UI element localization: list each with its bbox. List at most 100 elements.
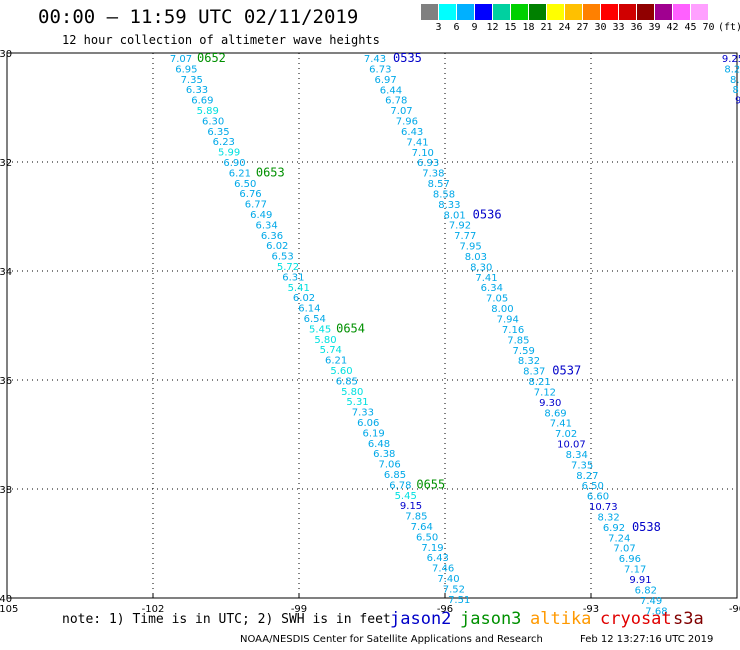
wave-height-value: 7.07 — [170, 54, 192, 65]
legend-swatch — [637, 4, 654, 20]
track-time-label: 0536 — [473, 207, 502, 221]
legend-label: 24 — [558, 22, 571, 33]
wave-height-value: 10.07 — [557, 440, 586, 451]
wave-height-value: 7.95 — [459, 242, 481, 253]
legend-swatch — [565, 4, 582, 20]
wave-height-value: 6.21 — [325, 356, 347, 367]
wave-height-value: 7.02 — [555, 429, 577, 440]
wave-height-value: 8.32 — [598, 512, 620, 523]
wave-height-value: 7.12 — [534, 387, 556, 398]
wave-height-value: 8.33 — [438, 200, 460, 211]
wave-height-value: 7.68 — [645, 606, 667, 617]
latitude-label: -40 — [0, 594, 12, 605]
wave-height-value: 5.60 — [330, 366, 352, 377]
wave-height-value: 8.01 — [444, 210, 466, 221]
wave-height-value: 9.15 — [400, 501, 422, 512]
wave-height-value: 6.82 — [635, 585, 657, 596]
legend-label: 21 — [540, 22, 553, 33]
wave-height-value: 6.38 — [373, 449, 395, 460]
wave-height-value: 7.05 — [486, 294, 508, 305]
wave-height-value: 5.45 — [309, 324, 331, 335]
wave-height-value: 6.53 — [272, 252, 294, 263]
wave-height-value: 7.06 — [379, 460, 401, 471]
track-time-label: 0653 — [256, 165, 285, 179]
wave-height-value: 6.78 — [385, 96, 407, 107]
legend-swatch — [691, 4, 708, 20]
wave-height-value: 7.16 — [502, 325, 524, 336]
wave-height-value: 8.30 — [470, 262, 492, 273]
legend-swatch — [619, 4, 636, 20]
longitude-label: -93 — [583, 604, 599, 615]
legend-swatch — [547, 4, 564, 20]
wave-height-value: 7.24 — [608, 533, 630, 544]
wave-height-value: 6.50 — [582, 481, 604, 492]
wave-height-value: 7.41 — [406, 137, 428, 148]
legend-swatch — [673, 4, 690, 20]
wave-height-value: 7.43 — [364, 54, 386, 65]
wave-height-value: 5.72 — [277, 262, 299, 273]
legend-label: 15 — [504, 22, 517, 33]
legend-label: 39 — [648, 22, 661, 33]
latitude-label: -38 — [0, 485, 12, 496]
wave-height-value: 6.85 — [384, 470, 406, 481]
legend-label: 27 — [576, 22, 589, 33]
wave-height-value: 6.54 — [304, 314, 326, 325]
wave-height-value: 8.03 — [465, 252, 487, 263]
satellite-jason3-label: jason3 — [460, 609, 522, 629]
wave-height-value: 7.10 — [412, 148, 434, 159]
wave-height-value: 6.78 — [389, 480, 411, 491]
wave-height-value: 8.27 — [576, 471, 598, 482]
wave-height-value: 6.95 — [175, 64, 197, 75]
wave-height-value: 8.26 — [724, 64, 740, 75]
wave-height-value: 8.58 — [433, 189, 455, 200]
wave-height-value: 6.50 — [234, 179, 256, 190]
wave-height-value: 6.43 — [427, 553, 449, 564]
wave-height-value: 6.60 — [587, 492, 609, 503]
wave-height-value: 8.37 — [523, 367, 545, 378]
wave-height-value: 6.14 — [298, 304, 320, 315]
wave-height-value: 7.49 — [640, 596, 662, 607]
wave-height-value: 5.99 — [218, 148, 240, 159]
track-time-label: 0535 — [393, 51, 422, 65]
wave-height-value: 5.45 — [395, 491, 417, 502]
legend-swatch — [601, 4, 618, 20]
map-frame — [6, 52, 738, 599]
latitude-label: -34 — [0, 267, 12, 278]
wave-height-value: 8.00 — [491, 304, 513, 315]
legend-label: 9 — [471, 22, 478, 33]
credit-line: NOAA/NESDIS Center for Satellite Applica… — [240, 634, 543, 645]
track-time-label: 0654 — [336, 321, 365, 335]
wave-height-value: 8.2 — [733, 85, 740, 96]
wave-height-value: 6.77 — [245, 200, 267, 211]
legend-swatch — [421, 4, 438, 20]
wave-height-value: 6.23 — [213, 137, 235, 148]
legend-swatch — [655, 4, 672, 20]
track-time-label: 0537 — [552, 364, 581, 378]
wave-height-value: 8.69 — [544, 408, 566, 419]
wave-height-value: 5.80 — [341, 387, 363, 398]
longitude-label: -102 — [142, 604, 165, 615]
track-time-label: 0652 — [197, 51, 226, 65]
wave-height-value: 6.96 — [619, 554, 641, 565]
satellite-jason2-label: jason2 — [390, 609, 452, 629]
wave-height-value: 8.21 — [528, 377, 550, 388]
legend-unit: (ft) — [718, 22, 740, 33]
legend-label: 6 — [453, 22, 460, 33]
wave-height-value: 5.74 — [320, 345, 342, 356]
wave-height-value: 6.76 — [239, 189, 261, 200]
wave-height-value: 9.25 — [722, 54, 740, 65]
latitude-label: -36 — [0, 376, 12, 387]
legend-swatch — [439, 4, 456, 20]
wave-height-value: 6.85 — [336, 376, 358, 387]
legend-swatch — [529, 4, 546, 20]
wave-height-value: 6.30 — [202, 116, 224, 127]
wave-height-value: 5.89 — [197, 106, 219, 117]
wave-height-value: 6.92 — [603, 523, 625, 534]
satellite-altika-label: altika — [530, 609, 592, 629]
legend-label: 30 — [594, 22, 607, 33]
latitude-label: -32 — [0, 158, 12, 169]
legend-label: 45 — [684, 22, 697, 33]
wave-height-value: 6.90 — [223, 158, 245, 169]
wave-height-value: 6.44 — [380, 85, 402, 96]
